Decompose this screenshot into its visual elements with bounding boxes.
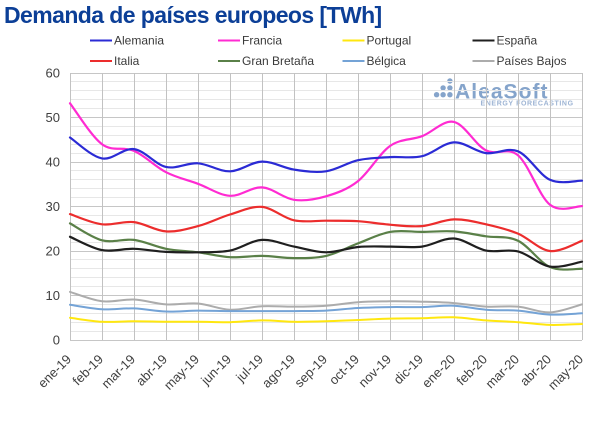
svg-text:Portugal: Portugal	[367, 34, 412, 48]
svg-text:Países Bajos: Países Bajos	[497, 54, 567, 68]
svg-text:Francia: Francia	[242, 34, 282, 48]
svg-text:Demanda de países europeos [TW: Demanda de países europeos [TWh]	[4, 2, 382, 28]
svg-text:20: 20	[46, 244, 60, 259]
svg-text:40: 40	[46, 155, 60, 170]
svg-text:0: 0	[53, 333, 60, 348]
svg-text:50: 50	[46, 110, 60, 125]
svg-text:60: 60	[46, 66, 60, 81]
svg-text:España: España	[497, 34, 538, 48]
svg-text:Alemania: Alemania	[114, 34, 164, 48]
svg-text:Italia: Italia	[114, 54, 140, 68]
svg-text:ENERGY FORECASTING: ENERGY FORECASTING	[481, 101, 574, 108]
svg-text:Bélgica: Bélgica	[367, 54, 407, 68]
svg-text:30: 30	[46, 199, 60, 214]
svg-text:AleaSoft: AleaSoft	[455, 81, 549, 104]
svg-text:10: 10	[46, 288, 60, 303]
svg-text:Gran Bretaña: Gran Bretaña	[242, 54, 314, 68]
